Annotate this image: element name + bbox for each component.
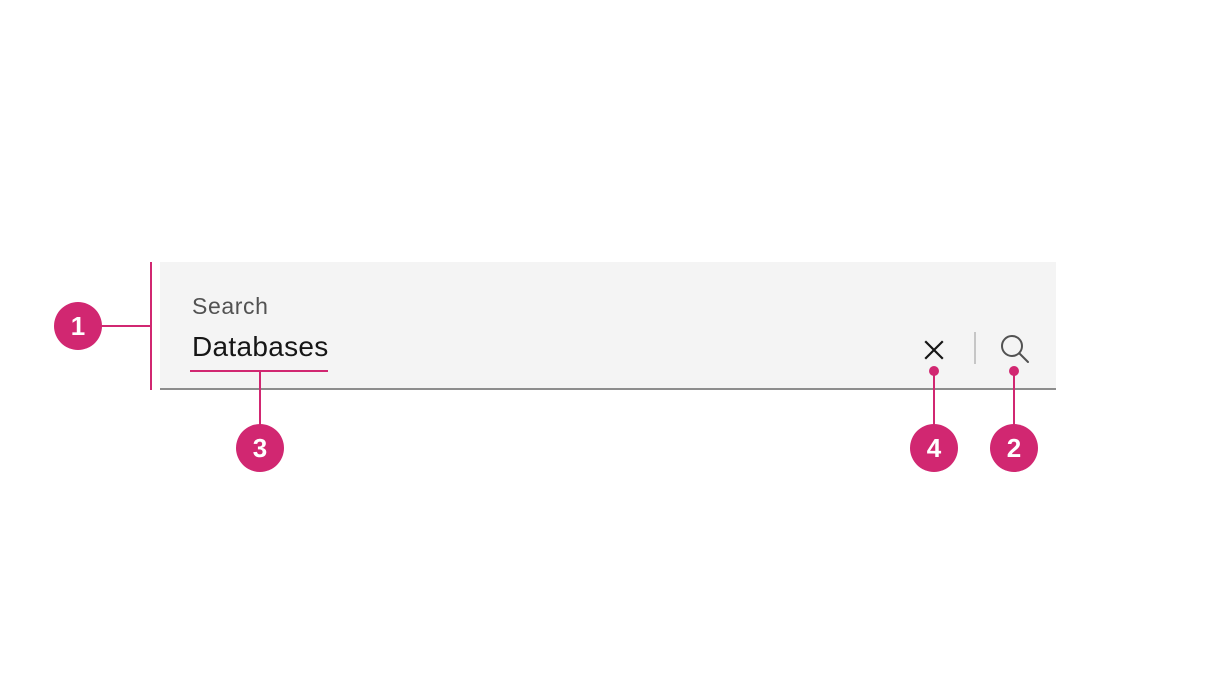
callout-badge-2: 2 xyxy=(990,424,1038,472)
search-field[interactable]: Search Databases xyxy=(160,262,1056,390)
callout-badge-1: 1 xyxy=(54,302,102,350)
close-icon xyxy=(924,340,944,360)
search-value[interactable]: Databases xyxy=(192,331,329,362)
callout-badge-4: 4 xyxy=(910,424,958,472)
clear-button[interactable] xyxy=(916,332,952,368)
search-button[interactable] xyxy=(996,330,1034,368)
search-icon xyxy=(1001,335,1029,363)
action-divider xyxy=(974,332,976,364)
search-label: Search xyxy=(192,293,269,319)
callout-badge-3: 3 xyxy=(236,424,284,472)
